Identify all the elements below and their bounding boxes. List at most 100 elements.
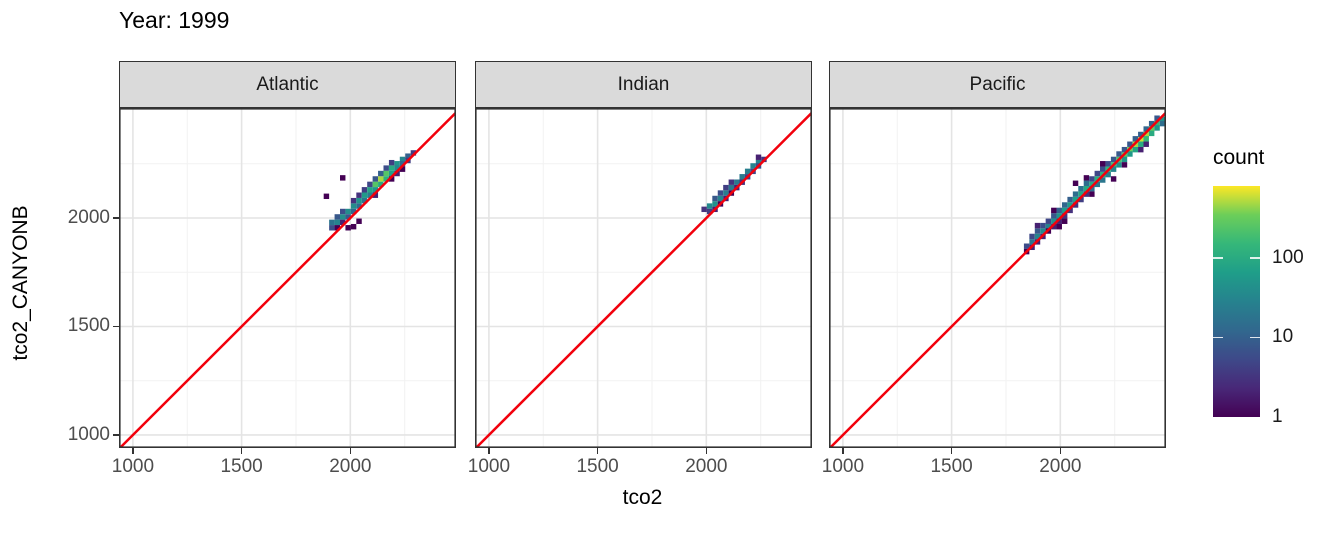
bin2d-cell bbox=[1159, 120, 1166, 127]
x-tick-label: 2000 bbox=[685, 456, 728, 477]
bin2d-cell bbox=[1154, 125, 1160, 131]
bin2d-cell bbox=[712, 195, 718, 202]
bin2d-cell bbox=[394, 165, 400, 171]
y-tick-label: 2000 bbox=[67, 207, 110, 228]
bin2d-cell bbox=[1127, 151, 1133, 157]
bin2d-cell bbox=[706, 208, 713, 215]
bin2d-cell bbox=[1072, 191, 1079, 197]
x-tick-mark bbox=[488, 448, 490, 454]
bin2d-cell bbox=[356, 218, 362, 224]
bin2d-cell bbox=[1056, 213, 1062, 219]
bin2d-cell bbox=[1029, 239, 1035, 245]
bin2d-cell bbox=[1094, 170, 1101, 177]
bin2d-cell bbox=[372, 192, 379, 198]
bin2d-cell bbox=[717, 190, 724, 196]
bin2d-cell bbox=[1061, 213, 1068, 219]
bin2d-cell bbox=[1138, 141, 1144, 147]
bin2d-cell bbox=[405, 153, 411, 159]
bin2d-cell bbox=[1148, 126, 1155, 132]
bin2d-cell bbox=[1072, 180, 1079, 187]
legend-tick-mark bbox=[1250, 257, 1260, 259]
bin2d-cell bbox=[1154, 120, 1160, 127]
bin2d-cell bbox=[345, 214, 351, 220]
bin2d-cell bbox=[1045, 223, 1052, 230]
y-tick-label: 1000 bbox=[67, 423, 110, 445]
bin2d-cell bbox=[1034, 222, 1041, 229]
bin2d-cell bbox=[361, 192, 368, 198]
plot-title: Year: 1999 bbox=[119, 7, 230, 33]
bin2d-cell bbox=[340, 175, 346, 181]
bin2d-cell bbox=[750, 163, 756, 169]
bin2d-cell bbox=[334, 225, 341, 231]
x-tick-mark bbox=[349, 448, 352, 454]
facet-strip-label: Atlantic bbox=[256, 73, 319, 95]
bin2d-cell bbox=[1061, 202, 1068, 208]
bin2d-cell bbox=[1083, 191, 1090, 197]
bin2d-cell bbox=[1143, 126, 1149, 132]
x-tick-mark bbox=[950, 448, 953, 454]
identity-reference-line bbox=[829, 111, 1166, 448]
bin2d-cell bbox=[372, 181, 379, 188]
x-tick-label: 1000 bbox=[467, 456, 511, 477]
bin2d-cell bbox=[734, 179, 740, 185]
bin2d-cell bbox=[1067, 202, 1073, 208]
bin2d-cell bbox=[340, 219, 346, 226]
bin2d-cell bbox=[1110, 176, 1117, 182]
bin2d-cell bbox=[383, 165, 389, 171]
facet-strip: Indian bbox=[475, 61, 812, 108]
bin2d-cell bbox=[350, 203, 357, 209]
bin2d-cell bbox=[1154, 115, 1160, 121]
bin2d-cell bbox=[329, 219, 335, 226]
bin2d-cell bbox=[723, 184, 729, 191]
bin2d-cell bbox=[728, 184, 735, 191]
bin2d-cell bbox=[361, 197, 368, 204]
bin2d-cell bbox=[1110, 166, 1117, 172]
bin2d-cell bbox=[1116, 151, 1122, 157]
bin2d-cell bbox=[1040, 222, 1046, 229]
bin2d-cell bbox=[356, 192, 362, 198]
x-tick-mark bbox=[705, 448, 708, 454]
facet-indian: Indian 1000 1500 2000 bbox=[468, 61, 812, 485]
bin2d-cell bbox=[1056, 218, 1062, 224]
bin2d-cell bbox=[323, 193, 330, 200]
bin2d-cell bbox=[1143, 131, 1149, 138]
x-tick-label: 1500 bbox=[220, 456, 263, 477]
bin2d-cell bbox=[1051, 218, 1057, 224]
legend-tick-label: 100 bbox=[1272, 246, 1304, 268]
bin2d-cell bbox=[1094, 176, 1101, 182]
facet-strip: Atlantic bbox=[119, 61, 456, 108]
bin2d-cell bbox=[361, 187, 368, 193]
bin2d-cell bbox=[1159, 116, 1166, 122]
bin2d-cell bbox=[1089, 181, 1095, 188]
bin2d-cell bbox=[340, 208, 346, 215]
bin2d-cell bbox=[1072, 196, 1079, 203]
bin2d-cell bbox=[350, 197, 357, 204]
bin2d-cell bbox=[340, 214, 346, 220]
bin2d-cell bbox=[367, 187, 373, 193]
bin2d-cell bbox=[701, 206, 707, 213]
bin2d-cell bbox=[1034, 233, 1041, 240]
facet-pacific: Pacific 1000 1500 2000 bbox=[822, 61, 1166, 485]
bin2d-cell bbox=[1148, 120, 1155, 127]
bin2d-cell bbox=[1094, 181, 1101, 188]
bin2d-cell bbox=[378, 170, 384, 177]
bin2d-cell bbox=[1110, 156, 1117, 163]
bin2d-cell bbox=[723, 190, 729, 196]
bin2d-cell bbox=[334, 214, 341, 220]
bin2d-cell bbox=[367, 181, 373, 188]
bin2d-cell bbox=[1056, 207, 1062, 214]
bin2d-cell bbox=[345, 208, 351, 215]
y-tick-mark bbox=[113, 217, 119, 219]
bin2d-cell bbox=[1034, 228, 1041, 234]
bin2d-cell bbox=[1089, 186, 1095, 192]
x-tick-label: 1500 bbox=[930, 456, 973, 477]
x-tick-label: 1500 bbox=[576, 456, 619, 477]
bin2d-cell bbox=[388, 159, 395, 166]
y-tick-mark bbox=[113, 434, 119, 436]
x-tick-label: 2000 bbox=[1039, 456, 1082, 477]
bin2d-cell bbox=[388, 165, 395, 171]
bin2d-cell bbox=[378, 181, 384, 188]
bin2d-cell bbox=[1023, 243, 1030, 249]
bin2d-cell bbox=[1078, 191, 1084, 197]
